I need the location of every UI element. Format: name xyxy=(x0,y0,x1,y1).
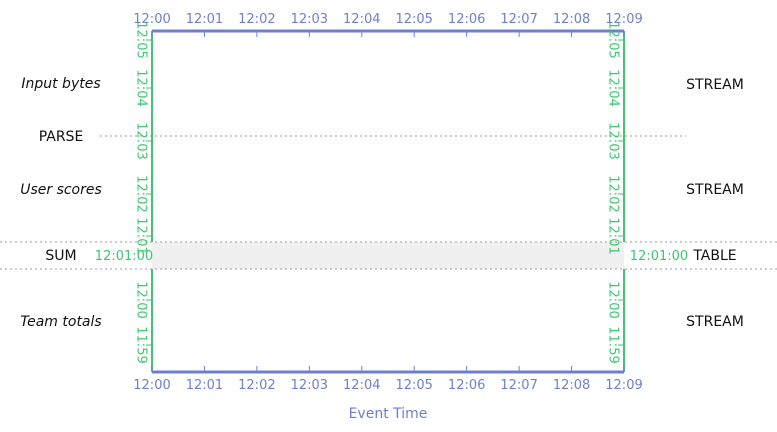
top-x-tick-label: 12:03 xyxy=(291,12,328,27)
left-y-tick-label: 12:04 xyxy=(134,69,149,106)
right-y-tick-label: 11:59 xyxy=(606,326,621,363)
bottom-x-tick-label: 12:02 xyxy=(238,378,275,393)
top-x-tick-label: 12:07 xyxy=(500,12,537,27)
top-x-tick-label: 12:09 xyxy=(605,12,642,27)
left-y-tick-label: 12:02 xyxy=(134,175,149,212)
row-label-input-bytes: Input bytes xyxy=(21,76,100,92)
left-y-tick-label: 12:03 xyxy=(134,122,149,159)
bottom-x-ticks: 12:00 12:01 12:02 12:03 12:04 12:05 12:06 12:07… xyxy=(133,366,643,393)
right-y-tick-label: 12:02 xyxy=(606,175,621,212)
bottom-x-tick-label: 12:03 xyxy=(291,378,328,393)
right-y-tick-label: 12:00 xyxy=(606,281,621,318)
row-label-user-scores: User scores xyxy=(20,182,102,198)
top-x-ticks: 12:00 12:01 12:02 12:03 12:04 12:05 12:06 12:07… xyxy=(133,12,643,37)
top-x-tick-label: 12:04 xyxy=(343,12,380,27)
bottom-x-tick-label: 12:01 xyxy=(186,378,223,393)
row-label-sum: SUM xyxy=(45,248,76,264)
right-y-tick-label: 12:05 xyxy=(606,21,621,58)
bottom-x-tick-label: 12:06 xyxy=(448,378,485,393)
snapshot-time-left: 12:01:00 xyxy=(95,249,153,264)
left-y-tick-label: 12:00 xyxy=(134,281,149,318)
bottom-x-tick-label: 12:08 xyxy=(553,378,590,393)
right-y-tick-label: 12:03 xyxy=(606,122,621,159)
table-band xyxy=(152,242,624,269)
row-type-stream-1: STREAM xyxy=(686,77,744,93)
bottom-x-tick-label: 12:07 xyxy=(500,378,537,393)
top-x-tick-label: 12:06 xyxy=(448,12,485,27)
left-y-tick-label: 12:05 xyxy=(134,21,149,58)
top-x-tick-label: 12:08 xyxy=(553,12,590,27)
top-x-tick-label: 12:00 xyxy=(133,12,170,27)
event-time-axis-title: Event Time xyxy=(349,406,428,422)
row-label-team-totals: Team totals xyxy=(20,314,101,330)
top-x-tick-label: 12:02 xyxy=(238,12,275,27)
row-type-table: TABLE xyxy=(692,248,736,264)
bottom-x-tick-label: 12:04 xyxy=(343,378,380,393)
left-y-tick-label: 11:59 xyxy=(134,326,149,363)
left-y-tick-label: 12:01 xyxy=(134,217,149,254)
bottom-x-tick-label: 12:00 xyxy=(133,378,170,393)
row-type-stream-3: STREAM xyxy=(686,314,744,330)
bottom-x-tick-label: 12:05 xyxy=(395,378,432,393)
right-y-tick-label: 12:04 xyxy=(606,69,621,106)
top-x-tick-label: 12:01 xyxy=(186,12,223,27)
top-x-tick-label: 12:05 xyxy=(395,12,432,27)
row-label-parse: PARSE xyxy=(39,129,84,145)
snapshot-time-right: 12:01:00 xyxy=(630,249,688,264)
right-y-tick-label: 12:01 xyxy=(606,217,621,254)
row-type-stream-2: STREAM xyxy=(686,182,744,198)
bottom-x-tick-label: 12:09 xyxy=(605,378,642,393)
y-ticks: 12:05 12:05 12:04 12:04 12:03 12:03 12:02 12:02… xyxy=(134,21,624,364)
